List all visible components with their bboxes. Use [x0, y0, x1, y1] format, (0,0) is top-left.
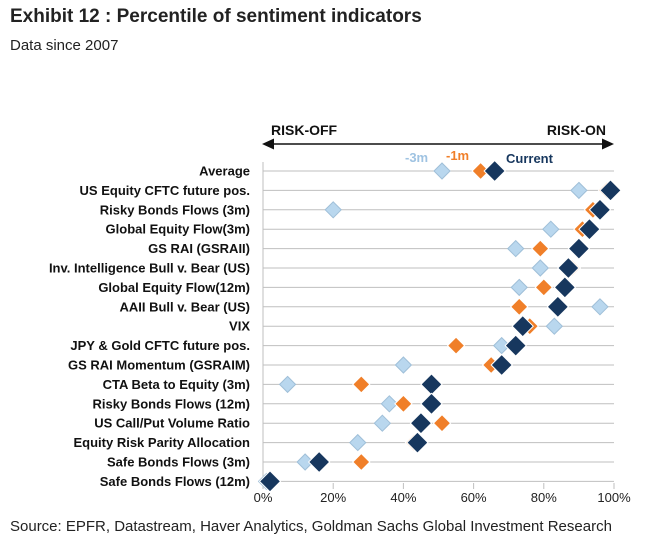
point-1m	[394, 394, 413, 414]
region-arrow-right-head	[602, 138, 614, 150]
point-3m	[545, 317, 564, 335]
legend-1m: -1m	[446, 148, 469, 163]
point-current	[557, 256, 580, 280]
x-tick-label: 60%	[461, 490, 487, 505]
x-tick-label: 0%	[254, 490, 273, 505]
category-label: Global Equity Flow(3m)	[106, 222, 250, 237]
point-3m	[373, 414, 392, 432]
category-label: AAII Bull v. Bear (US)	[119, 299, 250, 314]
point-3m	[507, 239, 525, 258]
point-1m	[531, 239, 550, 258]
region-layer: RISK-OFF RISK-ON	[262, 122, 614, 150]
category-labels: Average US Equity CFTC future pos. Risky B…	[49, 164, 250, 489]
category-label: Risky Bonds Flows (3m)	[100, 202, 250, 217]
source-note: Source: EPFR, Datastream, Haver Analytic…	[10, 518, 612, 535]
point-current	[406, 431, 429, 454]
point-current	[307, 450, 331, 474]
point-3m	[324, 201, 342, 219]
x-axis-ticks: 0% 20% 40% 60% 80% 100%	[254, 483, 631, 505]
point-3m	[531, 259, 549, 277]
point-current	[420, 392, 443, 416]
x-tick-label: 40%	[390, 490, 416, 505]
point-current	[409, 411, 433, 435]
point-3m	[510, 278, 528, 297]
point-1m	[352, 452, 371, 472]
point-current	[483, 159, 506, 183]
category-label: Risky Bonds Flows (12m)	[93, 396, 250, 411]
x-tick-label: 80%	[531, 490, 557, 505]
category-label: Global Equity Flow(12m)	[98, 280, 250, 295]
point-current	[258, 470, 282, 493]
category-label: Equity Risk Parity Allocation	[73, 435, 250, 450]
grid-layer	[262, 162, 614, 486]
point-1m	[510, 297, 529, 317]
category-label: Average	[199, 164, 250, 179]
point-current	[553, 276, 577, 299]
point-3m	[492, 336, 511, 355]
chart-subtitle: Data since 2007	[10, 37, 119, 54]
point-3m	[394, 356, 413, 374]
chart-title: Exhibit 12 : Percentile of sentiment ind…	[10, 6, 422, 27]
legend-current: Current	[506, 151, 554, 166]
point-current	[567, 237, 591, 260]
region-arrow-left-head	[262, 138, 274, 150]
point-current	[490, 353, 513, 377]
category-label: JPY & Gold CFTC future pos.	[70, 338, 250, 353]
point-3m	[433, 162, 451, 180]
category-label: CTA Beta to Equity (3m)	[103, 377, 250, 392]
category-label: US Equity CFTC future pos.	[80, 183, 250, 198]
category-label: GS RAI (GSRAII)	[148, 241, 250, 256]
point-current	[599, 179, 622, 202]
category-label: Inv. Intelligence Bull v. Bear (US)	[49, 261, 250, 276]
data-points	[257, 159, 622, 493]
category-label: Safe Bonds Flows (3m)	[107, 455, 250, 470]
x-tick-label: 100%	[597, 490, 631, 505]
point-current	[588, 198, 612, 222]
point-1m	[446, 336, 466, 355]
risk-on-label: RISK-ON	[547, 122, 606, 138]
legend-3m: -3m	[405, 150, 428, 165]
point-3m	[542, 220, 560, 238]
point-current	[578, 217, 601, 241]
point-current	[504, 334, 527, 357]
point-3m	[296, 453, 314, 471]
point-3m	[278, 375, 297, 394]
category-label: US Call/Put Volume Ratio	[94, 416, 250, 431]
point-current	[546, 295, 570, 319]
category-label: VIX	[229, 319, 250, 334]
risk-off-label: RISK-OFF	[271, 122, 338, 138]
point-current	[420, 373, 443, 396]
point-1m	[352, 375, 371, 394]
point-3m	[570, 181, 588, 200]
point-current	[511, 314, 534, 338]
x-tick-label: 20%	[320, 490, 346, 505]
point-3m	[349, 433, 367, 452]
point-1m	[432, 413, 452, 433]
point-3m	[380, 395, 399, 413]
legend: -3m -1m Current	[405, 148, 554, 166]
category-label: Safe Bonds Flows (12m)	[100, 474, 250, 489]
category-label: GS RAI Momentum (GSRAIM)	[68, 358, 250, 373]
point-1m	[534, 278, 554, 297]
point-3m	[591, 298, 609, 316]
